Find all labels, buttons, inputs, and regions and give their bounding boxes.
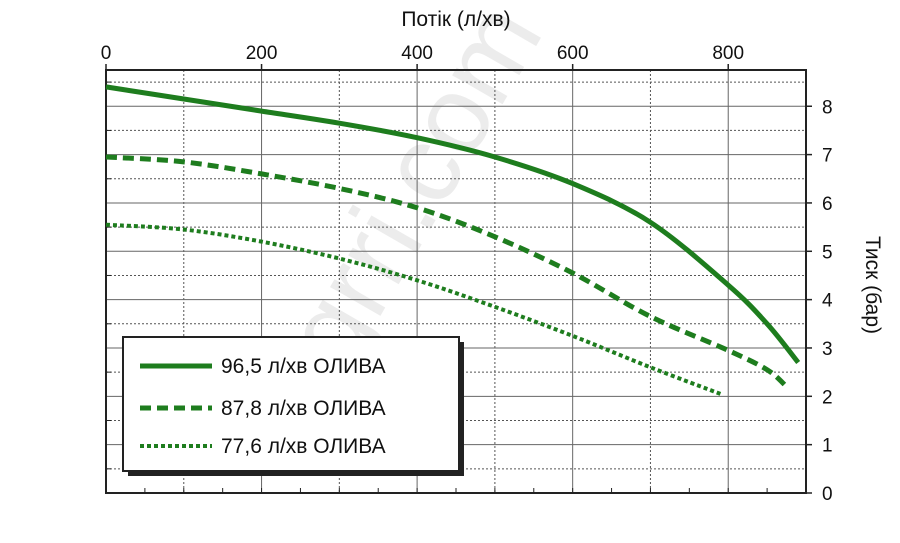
series-lines — [105, 84, 801, 396]
x-axis-title: Потік (л/хв) — [401, 8, 510, 31]
legend-label-2: 87,8 л/хв ОЛИВА — [221, 397, 386, 420]
legend-label-3: 77,6 л/хв ОЛИВА — [221, 435, 386, 458]
legend-box — [122, 336, 460, 472]
y-tick-label: 4 — [822, 291, 833, 312]
y-axis-title: Тиск (бар) — [861, 236, 884, 334]
x-tick-label: 600 — [557, 43, 589, 64]
y-tick-label: 5 — [822, 242, 833, 263]
x-tick-label: 200 — [246, 43, 278, 64]
series-line-2 — [105, 154, 789, 389]
y-tick-label: 8 — [822, 97, 833, 118]
legend: 96,5 л/хв ОЛИВА 87,8 л/хв ОЛИВА 77,6 л/х… — [122, 336, 464, 476]
x-tick-label: 0 — [101, 43, 112, 64]
y-tick-label: 2 — [822, 387, 833, 408]
x-tick-label: 800 — [712, 43, 744, 64]
y-tick-label: 7 — [822, 146, 833, 167]
series-line-1 — [105, 84, 801, 365]
y-tick-label: 6 — [822, 194, 833, 215]
y-tick-label: 3 — [822, 339, 833, 360]
series-line-3 — [105, 222, 722, 396]
x-axis-ticks: 0 200 400 600 800 — [101, 43, 768, 493]
y-tick-label: 1 — [822, 436, 833, 457]
x-tick-label: 400 — [401, 43, 433, 64]
y-axis-ticks: 0 1 2 3 4 5 6 7 8 — [106, 81, 833, 505]
y-tick-label: 0 — [822, 484, 833, 505]
legend-label-1: 96,5 л/хв ОЛИВА — [221, 355, 386, 378]
